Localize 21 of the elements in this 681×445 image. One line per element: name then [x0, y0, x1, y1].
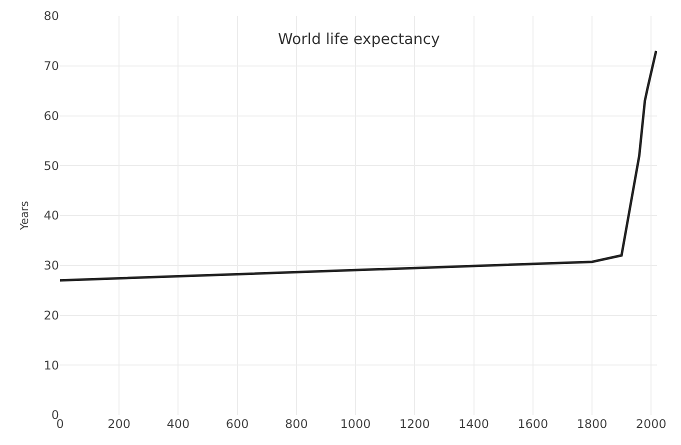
x-tick-label: 600: [226, 417, 249, 431]
x-tick-label: 800: [284, 417, 308, 431]
x-tick-label: 400: [166, 417, 190, 431]
x-tick-label: 1400: [458, 417, 490, 431]
y-tick-label: 20: [44, 308, 59, 322]
y-tick-label: 40: [44, 208, 59, 223]
x-tick-label: 1000: [340, 417, 371, 431]
text: World life expectancy: [278, 30, 440, 48]
x-tick-label: 1200: [399, 417, 430, 431]
y-tick-label: 10: [44, 358, 59, 372]
y-axis-title: Years: [18, 200, 31, 232]
x-tick-label: 1600: [518, 417, 548, 431]
y-tick-label: 80: [44, 9, 59, 24]
line-series: [60, 50, 657, 282]
y-tick-label: 60: [44, 108, 59, 123]
y-tick-label: 70: [44, 59, 59, 74]
x-tick-label: 2000: [636, 417, 666, 431]
y-tick-label: 50: [44, 158, 59, 173]
y-tick-label: 30: [44, 258, 59, 273]
x-tick-label: 1800: [576, 417, 608, 431]
x-tick-label: 200: [108, 417, 131, 431]
